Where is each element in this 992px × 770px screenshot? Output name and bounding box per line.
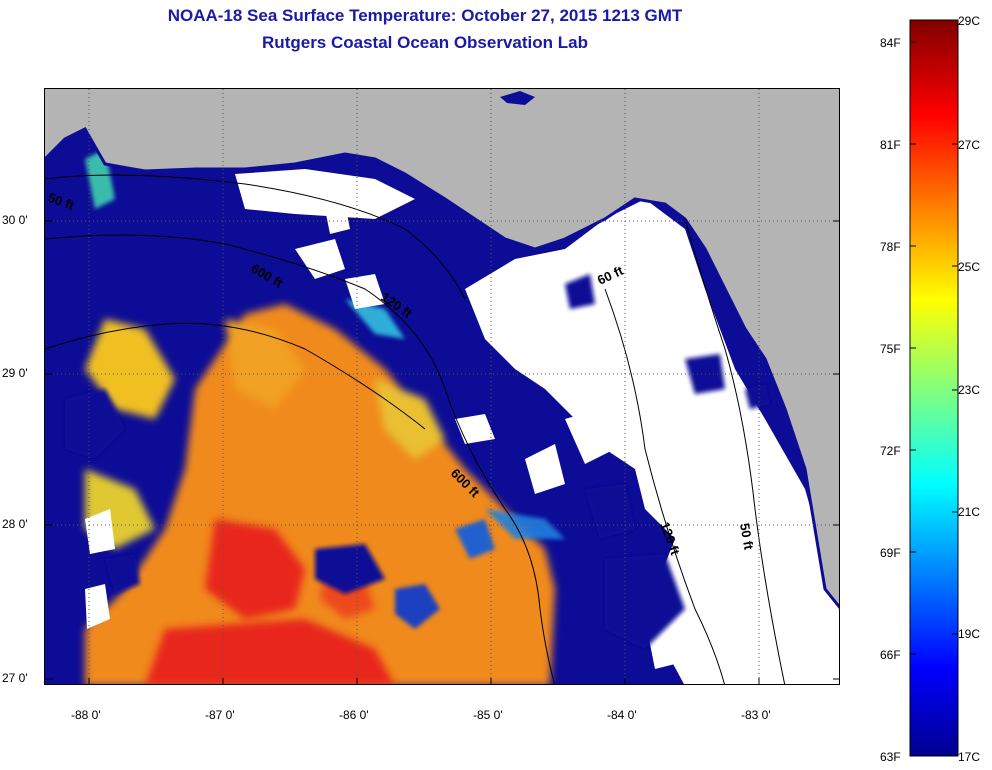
lon-label-83: -83 0' — [741, 708, 771, 722]
depth-label: 50 ft — [737, 522, 757, 552]
colorbar-f-label: 72F — [880, 444, 901, 458]
depth-contours — [45, 174, 786, 684]
colorbar-c-label: 25C — [958, 260, 981, 274]
colorbar-c-label: 21C — [958, 505, 981, 519]
graticule — [45, 89, 839, 684]
contour-50ft-east — [684, 218, 786, 684]
inland-water — [500, 91, 535, 105]
colorbar-f-label: 84F — [880, 36, 901, 50]
colorbar-f-label: 69F — [880, 546, 901, 560]
lat-label-29: 29 0' — [2, 366, 28, 380]
map-title: NOAA-18 Sea Surface Temperature: October… — [167, 6, 683, 25]
contour-120ft-east — [604, 288, 725, 684]
temperature-colorbar — [909, 19, 959, 757]
colorbar-c-label: 17C — [958, 750, 981, 764]
land-mass — [45, 89, 839, 607]
sst-map[interactable]: 50 ft 600 ft 120 ft 60 ft 600 ft 120 ft … — [44, 88, 840, 685]
lon-label-88: -88 0' — [71, 708, 101, 722]
map-subtitle: Rutgers Coastal Ocean Observation Lab — [262, 33, 588, 52]
colorbar-f-label: 78F — [880, 240, 901, 254]
colorbar-f-label: 66F — [880, 648, 901, 662]
colorbar-c-label: 27C — [958, 138, 981, 152]
lon-label-84: -84 0' — [607, 708, 637, 722]
lon-label-86: -86 0' — [339, 708, 369, 722]
lon-label-87: -87 0' — [205, 708, 235, 722]
axis-ticks — [45, 220, 839, 684]
colorbar-f-label: 81F — [880, 138, 901, 152]
coastline — [45, 127, 839, 609]
colorbar-f-label: 63F — [880, 750, 901, 764]
colorbar-c-label: 19C — [958, 627, 981, 641]
lat-label-28: 28 0' — [2, 517, 28, 531]
sst-map-canvas: 50 ft 600 ft 120 ft 60 ft 600 ft 120 ft … — [45, 89, 839, 684]
contour-600ft — [45, 234, 555, 684]
colorbar-gradient — [909, 19, 959, 757]
lat-label-27: 27 0' — [2, 671, 28, 685]
contour-50ft-west — [45, 174, 466, 300]
contour-120ft-west — [45, 322, 426, 430]
cloud-cover — [85, 169, 839, 684]
cold-intrusions — [65, 389, 495, 629]
lon-label-85: -85 0' — [473, 708, 503, 722]
colorbar-c-label: 23C — [958, 383, 981, 397]
lat-label-30: 30 0' — [2, 213, 28, 227]
colorbar-c-label: 29C — [958, 14, 981, 28]
colorbar-f-label: 75F — [880, 342, 901, 356]
